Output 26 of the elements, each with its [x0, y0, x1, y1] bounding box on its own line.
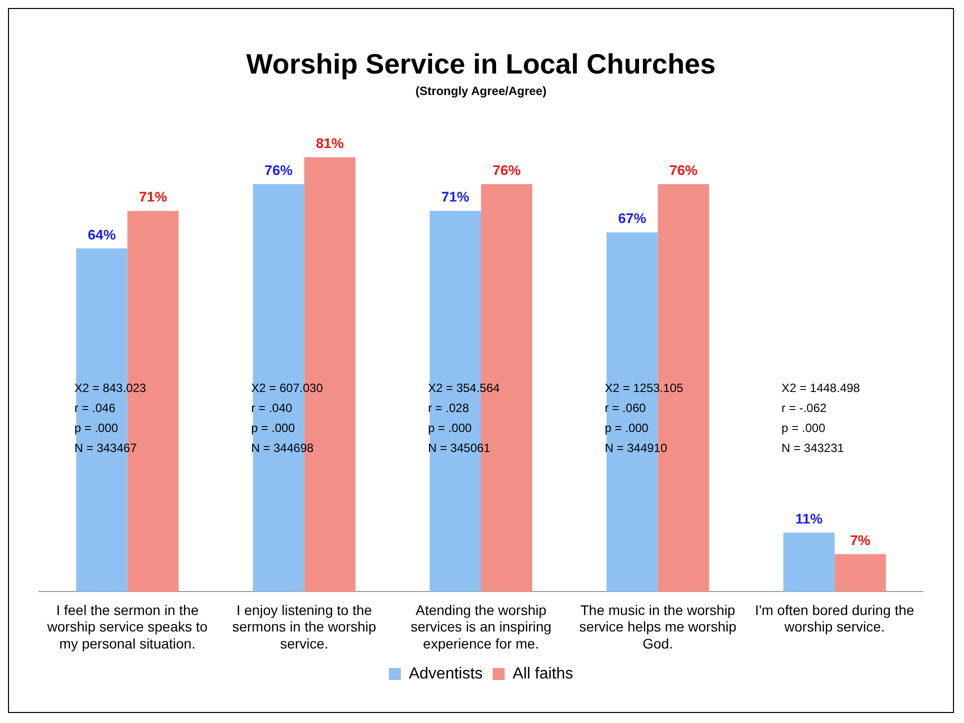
legend-label: Adventists [408, 665, 483, 682]
legend-label: All faiths [512, 665, 574, 682]
data-label: 11% [795, 510, 824, 526]
x-tick-label: I enjoy listening to the sermons in the worship service. [232, 602, 376, 652]
data-label: 7% [850, 532, 871, 548]
data-label: 71% [441, 188, 470, 205]
chart-title: Worship Service in Local Churches [246, 48, 716, 80]
data-label: 67% [618, 210, 647, 226]
data-label: 76% [264, 162, 294, 178]
bar [783, 532, 835, 592]
annotation: X2 = 1253.105 r = .060 p = .000 N = 344910 [604, 381, 684, 456]
annotation: X2 = 1448.498 r = -.062 p = .000 N = 343231 [782, 381, 860, 456]
annotation: X2 = 354.564 r = .028 p = .000 N = 345061 [428, 381, 500, 456]
annotation: X2 = 843.023 r = .046 p = .000 N = 343467 [74, 381, 146, 456]
x-tick-label: I'm often bored during the worship service. [755, 602, 914, 635]
data-label: 76% [492, 162, 522, 178]
x-tick-label: Atending the worship services is an inspiring experience for me. [410, 602, 552, 652]
x-tick-label: I feel the sermon in the worship service speaks to my personal situation. [46, 602, 208, 652]
chart-subtitle: (Strongly Agree/Agree) [416, 84, 546, 98]
x-tick-label: The music in the worship service helps me worship God. [579, 602, 737, 652]
bar [834, 554, 886, 592]
data-label: 81% [316, 135, 344, 152]
data-label: 64% [88, 226, 116, 242]
data-label: 71% [139, 188, 168, 205]
annotation: X2 = 607.030 r = .040 p = .000 N = 344698 [251, 381, 324, 456]
data-label: 76% [669, 162, 698, 178]
